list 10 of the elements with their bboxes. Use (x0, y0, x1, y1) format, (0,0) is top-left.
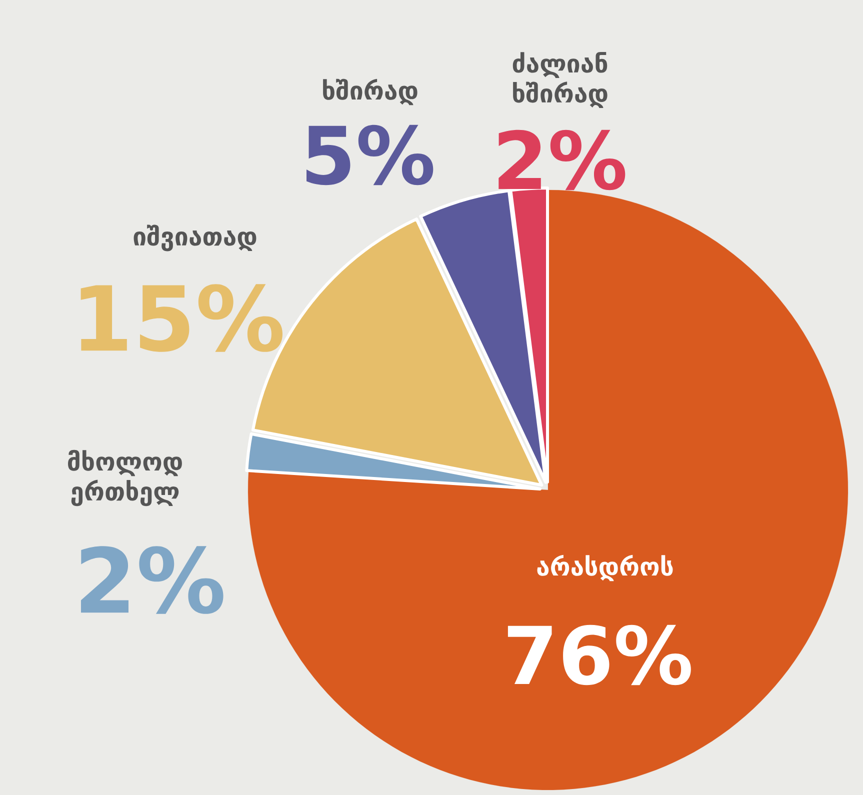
data-label: 15% (80, 284, 282, 352)
slice-label: იშვიათად (134, 224, 256, 252)
slice-label: მხოლოდ ერთხელ (68, 450, 182, 506)
slice-label: ხშირად (323, 78, 418, 106)
data-label: 2% (498, 130, 626, 190)
data-label: 5% (306, 124, 434, 186)
slice-label: არასდროს (537, 554, 673, 582)
data-label: 2% (80, 546, 224, 614)
data-label: 76% (508, 624, 691, 686)
slice-label: ძალიან ხშირად (512, 52, 608, 108)
